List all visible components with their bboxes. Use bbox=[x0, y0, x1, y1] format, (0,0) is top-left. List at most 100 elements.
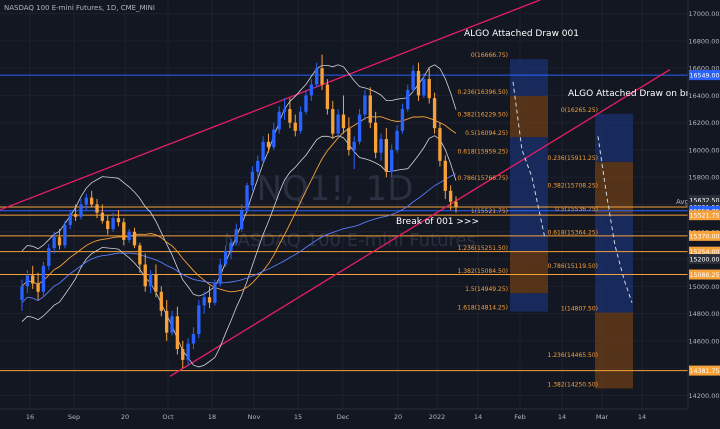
upper-trend-line bbox=[0, 0, 541, 211]
annotations: ALGO Attached Draw 001 ALGO Attached Dra… bbox=[396, 29, 706, 227]
price-tag bbox=[689, 195, 720, 206]
candle-body bbox=[89, 197, 94, 205]
fib-1-label: 0.618(15959.25) bbox=[458, 149, 509, 156]
algo-draw-1-label: ALGO Attached Draw 001 bbox=[464, 29, 579, 39]
time-tick-label: Nov bbox=[248, 413, 261, 421]
time-tick-label: 14 bbox=[474, 413, 482, 421]
candle-body bbox=[304, 95, 308, 112]
fib-1-label: 0.5(16094.25) bbox=[465, 130, 508, 137]
candle-body bbox=[288, 109, 292, 123]
grid bbox=[0, 0, 688, 409]
candle-body bbox=[384, 139, 389, 172]
price-tag bbox=[689, 230, 720, 241]
candle-body bbox=[250, 171, 255, 186]
candle-body bbox=[266, 141, 271, 148]
fib-1-label: 1(15521.75) bbox=[471, 208, 508, 215]
fib-2-label: 0(16265.25) bbox=[561, 107, 598, 114]
candle-body bbox=[331, 109, 335, 134]
candle-body bbox=[127, 231, 131, 240]
candle-body bbox=[282, 109, 287, 112]
candle-body bbox=[395, 130, 399, 150]
fib-2-label: 0.5(15536.75) bbox=[555, 206, 598, 213]
candle-body bbox=[63, 224, 67, 246]
candle-body bbox=[448, 190, 453, 202]
fib-2-label: 0.236(15911.25) bbox=[548, 155, 599, 162]
candle-body bbox=[320, 68, 324, 85]
fib-zone-2 bbox=[595, 213, 633, 237]
fib-zone-1 bbox=[510, 181, 548, 216]
fib-2-label: 0.786(15119.50) bbox=[548, 263, 599, 270]
fib-2-label: 1(14807.50) bbox=[561, 306, 598, 313]
price-tag-label: 15632.50 bbox=[689, 198, 719, 205]
candle-body bbox=[122, 222, 126, 240]
trend-lines bbox=[0, 0, 671, 377]
price-tick-label: 16600.00 bbox=[688, 65, 719, 73]
time-tick-label: 18 bbox=[208, 413, 216, 421]
candle-body bbox=[309, 84, 313, 96]
price-tag bbox=[689, 70, 720, 81]
candle-body bbox=[379, 139, 383, 153]
candle-body bbox=[143, 264, 147, 287]
fib-2-label: 0.382(15708.25) bbox=[548, 183, 599, 190]
candle-body bbox=[261, 141, 265, 161]
candle-body bbox=[95, 204, 99, 213]
lower-band-line bbox=[21, 135, 457, 368]
candle-body bbox=[20, 286, 24, 300]
fib-zone-1 bbox=[510, 118, 548, 138]
time-tick-label: 20 bbox=[121, 413, 129, 421]
candle-body bbox=[352, 141, 356, 150]
candle-body bbox=[111, 218, 115, 230]
candle-body bbox=[175, 316, 180, 350]
fib-zone-1 bbox=[510, 293, 548, 312]
candle-body bbox=[298, 111, 303, 131]
fib-zone-1 bbox=[510, 59, 548, 96]
time-tick-label: Sep bbox=[68, 413, 80, 421]
ma-50-line bbox=[21, 173, 457, 304]
watermark: NQ1!, 1D NASDAQ 100 E-mini Futures bbox=[224, 169, 476, 251]
candle-body bbox=[202, 297, 206, 306]
price-tick-label: 17000.00 bbox=[688, 10, 719, 18]
time-tick-label: 2022 bbox=[429, 413, 446, 421]
candle-body bbox=[213, 283, 217, 303]
price-tick-label: 15800.00 bbox=[688, 174, 719, 182]
candle-body bbox=[357, 114, 362, 142]
fib-2-label: 1.382(14250.50) bbox=[548, 381, 599, 388]
candle-body bbox=[154, 274, 158, 292]
candle-body bbox=[427, 79, 431, 99]
candle-body bbox=[373, 122, 378, 153]
algo-draw-2-label: ALGO Attached Draw on break bbox=[568, 89, 706, 99]
price-tags: 16549.0015632.5015581.5015553.7515521.75… bbox=[689, 70, 720, 376]
candle-body bbox=[191, 334, 196, 344]
candle-body bbox=[272, 129, 276, 148]
candle-body bbox=[148, 274, 153, 287]
candle-body bbox=[443, 160, 447, 191]
lower-trend-line bbox=[169, 68, 671, 377]
price-tick-label: 16400.00 bbox=[688, 92, 719, 100]
candle-body bbox=[57, 237, 62, 246]
candle-body bbox=[207, 297, 212, 303]
candle-body bbox=[406, 89, 410, 110]
candle-body bbox=[347, 128, 351, 150]
candles bbox=[20, 54, 458, 369]
fib-1-label: 1.236(15251.50) bbox=[458, 245, 509, 252]
moving-averages bbox=[21, 64, 457, 368]
fib-1-label: 1.382(15084.50) bbox=[458, 268, 509, 275]
candle-body bbox=[36, 283, 40, 292]
price-tick-label: 16800.00 bbox=[688, 37, 719, 45]
candle-body bbox=[181, 349, 185, 360]
price-tag-label: 15521.75 bbox=[689, 213, 719, 220]
candle-body bbox=[138, 245, 142, 265]
candle-body bbox=[106, 220, 110, 230]
time-tick-label: 15 bbox=[294, 413, 302, 421]
fib-1-label: 0(16666.75) bbox=[471, 52, 508, 59]
fib-zone-1 bbox=[510, 274, 548, 294]
time-axis[interactable] bbox=[0, 409, 720, 425]
time-axis-ticks: 16 Sep 20 Oct 18 Nov 15 Dec 20 2022 14 Feb 14 Mar 14 bbox=[26, 413, 646, 421]
candle-body bbox=[234, 229, 238, 243]
price-tag bbox=[689, 269, 720, 280]
chart-title: NASDAQ 100 E-mini Futures, 1D, CME_MINI bbox=[4, 4, 155, 12]
candle-body bbox=[132, 231, 137, 246]
fib-2-label: 1.236(14465.50) bbox=[548, 352, 599, 359]
